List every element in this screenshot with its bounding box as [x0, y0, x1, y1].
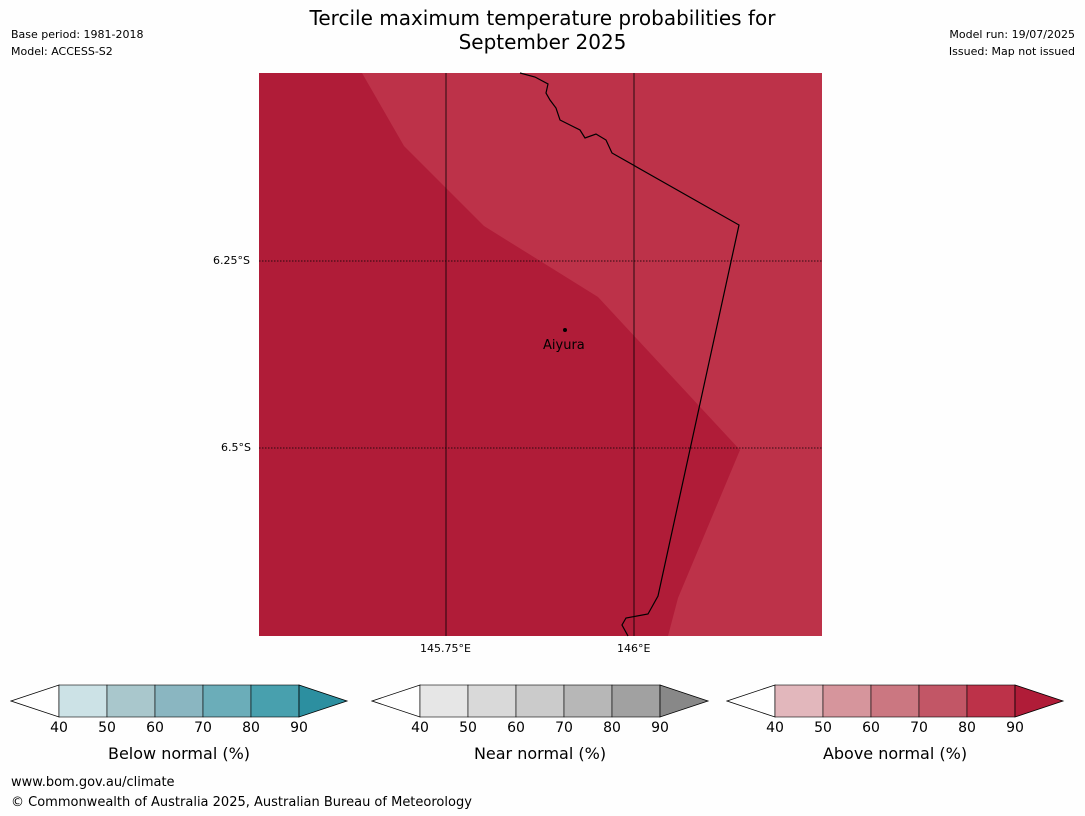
legend-below-bin-70-80	[202, 684, 252, 718]
legend-below-bin-80-90	[250, 684, 300, 718]
legend-below-low-arrow	[10, 684, 60, 718]
legend-above-tick-60: 60	[862, 720, 880, 736]
legend-near-tick-90: 90	[651, 720, 669, 736]
legend-below-tick-40: 40	[50, 720, 68, 736]
meta-left: Base period: 1981-2018 Model: ACCESS-S2	[11, 26, 143, 60]
legend-above-bin-50-60	[822, 684, 872, 718]
model-run: Model run: 19/07/2025	[949, 28, 1075, 41]
legend-near-bin-70-80	[563, 684, 613, 718]
legend-below-normal	[10, 684, 349, 718]
legend-above-tick-70: 70	[910, 720, 928, 736]
legend-near-tick-80: 80	[603, 720, 621, 736]
legend-below-tick-80: 80	[242, 720, 260, 736]
lat-label-6-5: 6.5°S	[221, 441, 251, 454]
legend-near-bin-80-90	[611, 684, 661, 718]
meta-right: Model run: 19/07/2025 Issued: Map not is…	[949, 26, 1075, 60]
issued-status: Issued: Map not issued	[948, 45, 1075, 58]
base-period: Base period: 1981-2018	[11, 28, 144, 41]
place-label-aiyura: Aiyura	[543, 338, 585, 353]
legend-below-bin-40-50	[58, 684, 108, 718]
legend-near-bin-60-70	[515, 684, 565, 718]
legend-near-bin-50-60	[467, 684, 517, 718]
legend-near-tick-50: 50	[459, 720, 477, 736]
legend-below-tick-60: 60	[146, 720, 164, 736]
legend-below-high-arrow	[298, 684, 349, 718]
legend-below-tick-70: 70	[194, 720, 212, 736]
legend-near-normal	[371, 684, 710, 718]
legend-above-high-arrow	[1014, 684, 1065, 718]
lon-label-145-75: 145.75°E	[420, 642, 471, 655]
legend-below-tick-90: 90	[290, 720, 308, 736]
region-70-80	[362, 73, 822, 636]
legend-near-label: Near normal (%)	[473, 744, 607, 763]
legend-near-tick-60: 60	[507, 720, 525, 736]
legend-above-label: Above normal (%)	[822, 744, 968, 763]
title-line-2: September 2025	[458, 30, 627, 54]
footer-website: www.bom.gov.au/climate	[11, 775, 175, 790]
model-name: Model: ACCESS-S2	[11, 45, 113, 58]
lon-label-146: 146°E	[617, 642, 651, 655]
legend-below-tick-50: 50	[98, 720, 116, 736]
legend-near-high-arrow	[659, 684, 710, 718]
legend-below-bin-50-60	[106, 684, 156, 718]
title-line-1: Tercile maximum temperature probabilitie…	[309, 6, 776, 30]
map-title: Tercile maximum temperature probabilitie…	[0, 6, 1085, 54]
legend-above-low-arrow	[726, 684, 776, 718]
legend-near-tick-70: 70	[555, 720, 573, 736]
legend-near-bin-40-50	[419, 684, 469, 718]
legend-above-tick-80: 80	[958, 720, 976, 736]
lat-label-6-25: 6.25°S	[213, 254, 250, 267]
probability-map[interactable]	[0, 0, 1085, 680]
legend-near-low-arrow	[371, 684, 421, 718]
legend-above-bin-80-90	[966, 684, 1016, 718]
legend-above-tick-50: 50	[814, 720, 832, 736]
legend-above-normal	[726, 684, 1065, 718]
legend-above-bin-60-70	[870, 684, 920, 718]
province-border	[519, 72, 740, 637]
legend-below-bin-60-70	[154, 684, 204, 718]
legend-below-label: Below normal (%)	[107, 744, 251, 763]
place-marker-aiyura	[563, 328, 567, 332]
legend-above-tick-40: 40	[766, 720, 784, 736]
legend-near-tick-40: 40	[411, 720, 429, 736]
legend-above-bin-40-50	[774, 684, 824, 718]
footer-copyright: © Commonwealth of Australia 2025, Austra…	[11, 795, 472, 810]
legend-above-tick-90: 90	[1006, 720, 1024, 736]
legend-above-bin-70-80	[918, 684, 968, 718]
